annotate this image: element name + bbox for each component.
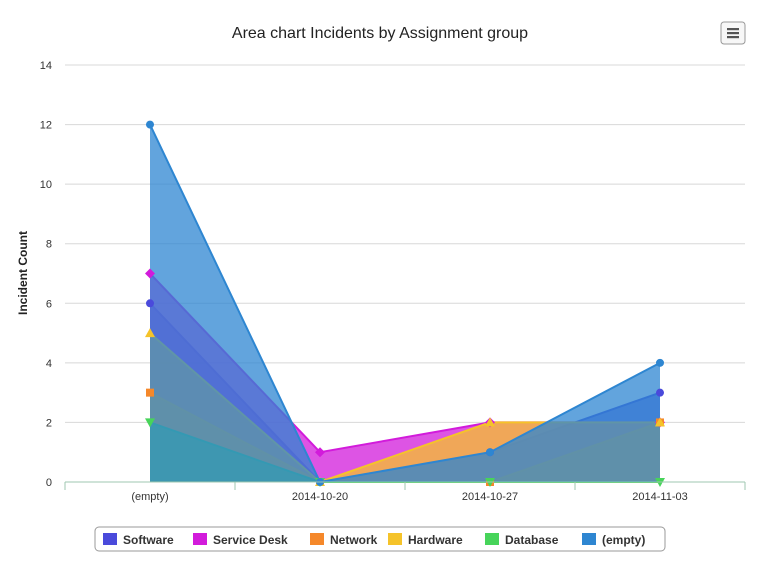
legend-swatch[interactable]: [388, 533, 402, 545]
y-axis-ticks: 0 2 4 6 8 10 12 14: [40, 60, 52, 489]
series-areas: [149, 124, 661, 484]
legend-item[interactable]: Database: [485, 533, 559, 547]
data-point[interactable]: [146, 299, 154, 308]
legend-item[interactable]: Software: [103, 533, 174, 547]
data-point[interactable]: [655, 417, 665, 427]
x-tick-label: 2014-10-27: [462, 491, 518, 503]
y-axis-label: Incident Count: [16, 231, 30, 315]
data-point[interactable]: [656, 388, 664, 397]
x-tick-label: (empty): [131, 491, 168, 503]
hamburger-menu-icon[interactable]: [727, 28, 739, 39]
legend-swatch[interactable]: [310, 533, 324, 545]
y-tick-label: 10: [40, 179, 52, 191]
data-point[interactable]: [146, 120, 154, 129]
legend-item[interactable]: Network: [310, 533, 378, 547]
x-tick-label: 2014-11-03: [632, 491, 687, 503]
chart-menu-button[interactable]: [720, 21, 746, 45]
legend-item[interactable]: Hardware: [388, 533, 463, 547]
legend-swatch[interactable]: [485, 533, 499, 545]
data-point[interactable]: [315, 447, 325, 458]
y-tick-label: 8: [46, 239, 52, 251]
y-tick-label: 4: [46, 358, 52, 370]
legend-item[interactable]: Service Desk: [193, 533, 288, 547]
y-tick-label: 6: [46, 298, 52, 310]
data-point[interactable]: [656, 358, 664, 367]
y-tick-label: 12: [40, 120, 52, 132]
chart-title: Area chart Incidents by Assignment group: [232, 25, 528, 42]
legend-item[interactable]: (empty): [582, 533, 645, 547]
data-point[interactable]: [485, 417, 495, 427]
legend-label[interactable]: Database: [505, 533, 559, 547]
legend-label[interactable]: Software: [123, 533, 174, 547]
x-tick-label: 2014-10-20: [292, 491, 348, 503]
data-point[interactable]: [145, 268, 155, 279]
data-point[interactable]: [146, 388, 154, 397]
series-line: [149, 124, 661, 484]
legend-label[interactable]: Service Desk: [213, 533, 288, 547]
legend-swatch[interactable]: [103, 533, 117, 545]
data-point[interactable]: [145, 328, 155, 338]
legend-label[interactable]: (empty): [602, 533, 645, 547]
legend-label[interactable]: Network: [330, 533, 378, 547]
y-tick-label: 2: [46, 417, 52, 429]
legend-frame: [94, 526, 666, 552]
legend-swatch[interactable]: [193, 533, 207, 545]
y-tick-label: 14: [40, 60, 52, 72]
legend: Software Service Desk Network Hardware Datab…: [94, 526, 666, 552]
legend-label[interactable]: Hardware: [408, 533, 463, 547]
data-point[interactable]: [486, 448, 494, 457]
data-point[interactable]: [145, 418, 155, 428]
y-tick-label: 0: [46, 477, 52, 489]
legend-swatch[interactable]: [582, 533, 596, 545]
x-axis: (empty) 2014-10-20 2014-10-27 2014-11-03: [64, 481, 746, 503]
